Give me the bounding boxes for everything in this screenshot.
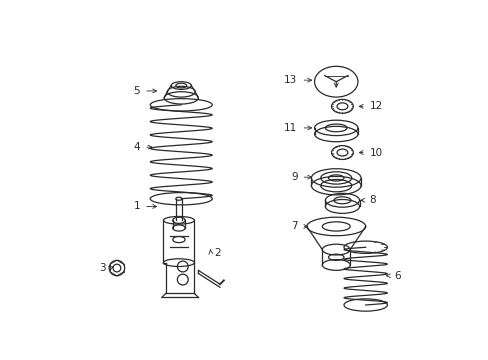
Text: 6: 6	[393, 271, 400, 281]
Text: 1: 1	[133, 202, 140, 211]
Text: 5: 5	[133, 86, 140, 96]
Text: 10: 10	[369, 148, 382, 158]
Text: 2: 2	[214, 248, 221, 258]
Text: 7: 7	[290, 221, 297, 231]
Text: 9: 9	[290, 172, 297, 182]
Text: 8: 8	[369, 195, 375, 205]
Text: 4: 4	[133, 142, 140, 152]
Text: 11: 11	[284, 123, 297, 133]
Text: 13: 13	[284, 75, 297, 85]
Text: 3: 3	[99, 263, 106, 273]
Text: 12: 12	[369, 101, 382, 111]
